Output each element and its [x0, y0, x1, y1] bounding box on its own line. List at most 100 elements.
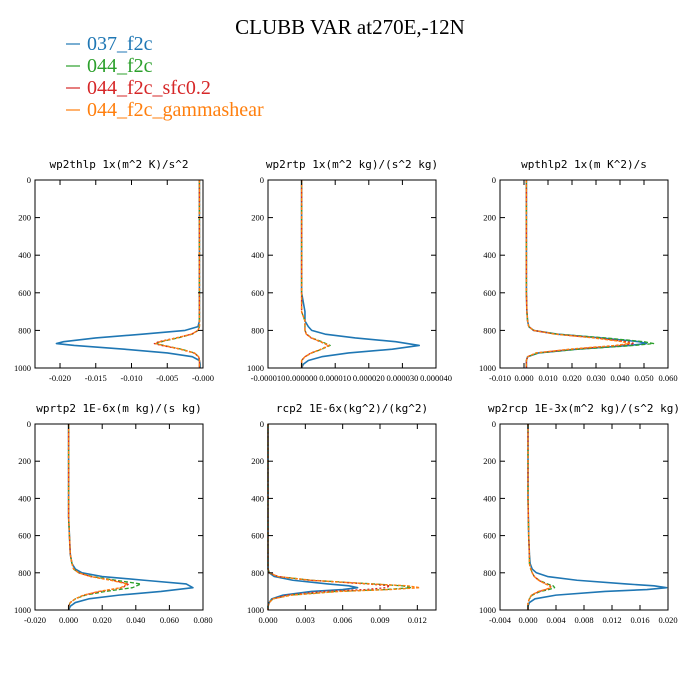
- series-line-044-f2c-gammashear: [527, 424, 552, 610]
- x-tick-label: 0.000040: [420, 373, 452, 383]
- x-tick-label: -0.020: [49, 373, 71, 383]
- x-tick-label: 0.000000: [286, 373, 318, 383]
- y-tick-label: 0: [492, 175, 496, 185]
- x-tick-label: 0.030: [586, 373, 605, 383]
- y-tick-label: 0: [260, 175, 264, 185]
- series-line-044-f2c-gammashear: [525, 180, 631, 368]
- panel-title: rcp2 1E-6x(kg^2)/(kg^2): [276, 402, 428, 415]
- legend-entry: 044_f2c: [66, 55, 153, 77]
- x-tick-label: 0.012: [602, 615, 621, 625]
- plot-frame: [267, 179, 437, 369]
- x-tick-label: 0.000: [518, 615, 537, 625]
- plot-frame: [34, 179, 204, 369]
- x-tick-label: 0.080: [193, 615, 212, 625]
- legend-label: 044_f2c_sfc0.2: [87, 77, 211, 99]
- legend-label: 044_f2c: [87, 55, 153, 77]
- y-tick-label: 0: [27, 175, 31, 185]
- series-line-044-f2c: [300, 180, 331, 368]
- x-tick-label: -0.004: [489, 615, 512, 625]
- y-tick-label: 400: [483, 493, 496, 503]
- series-line-044-f2c-gammashear: [67, 424, 129, 610]
- y-tick-label: 600: [18, 288, 31, 298]
- y-tick-label: 800: [483, 325, 496, 335]
- x-tick-label: 0.010: [538, 373, 557, 383]
- x-tick-label: 0.000: [514, 373, 533, 383]
- y-tick-label: 400: [251, 493, 264, 503]
- series-line-044-f2c-sfc0-2: [267, 424, 391, 610]
- y-tick-label: 0: [492, 419, 496, 429]
- y-tick-label: 1000: [14, 363, 31, 373]
- y-tick-label: 400: [18, 493, 31, 503]
- y-tick-label: 1000: [14, 605, 31, 615]
- series-group: [300, 180, 421, 369]
- legend-entry: 044_f2c_gammashear: [66, 99, 264, 121]
- y-tick-label: 200: [251, 456, 264, 466]
- y-tick-label: 600: [251, 531, 264, 541]
- x-tick-label: 0.012: [408, 615, 427, 625]
- x-tick-label: 0.020: [93, 615, 112, 625]
- plot-frame: [499, 179, 669, 369]
- panel-title: wpthlp2 1x(m K^2)/s: [521, 158, 647, 171]
- y-tick-label: 1000: [479, 363, 496, 373]
- panel-4: wprtp2 1E-6x(m kg)/(s kg) 0 200 400 600 800 10…: [14, 402, 213, 625]
- panel-6: wp2rcp 1E-3x(m^2 kg)/(s^2 kg) 0 200 400 600 8…: [479, 402, 680, 625]
- y-tick-label: 600: [251, 288, 264, 298]
- x-tick-label: -0.000: [192, 373, 214, 383]
- x-tick-label: 0.040: [610, 373, 629, 383]
- x-tick-label: -0.020: [24, 615, 46, 625]
- panel-3: wpthlp2 1x(m K^2)/s 0 200 400 600 800 1000-0.0…: [479, 158, 678, 383]
- series-group: [67, 424, 194, 611]
- x-tick-label: 0.009: [370, 615, 389, 625]
- y-tick-label: 800: [251, 325, 264, 335]
- legend-entry: 037_f2c: [66, 33, 153, 55]
- x-tick-label: 0.060: [658, 373, 677, 383]
- x-tick-label: 0.008: [574, 615, 593, 625]
- x-tick-label: 0.040: [126, 615, 145, 625]
- legend: 037_f2c044_f2c044_f2c_sfc0.2044_f2c_gamm…: [66, 33, 264, 121]
- series-line-044-f2c-gammashear: [267, 424, 421, 610]
- x-tick-label: 0.050: [634, 373, 653, 383]
- series-line-037-f2c: [527, 424, 668, 610]
- y-tick-label: 600: [483, 531, 496, 541]
- panel-title: wprtp2 1E-6x(m kg)/(s kg): [36, 402, 202, 415]
- series-group: [525, 180, 655, 368]
- series-line-037-f2c: [55, 180, 201, 368]
- series-group: [527, 424, 668, 610]
- figure-title: CLUBB VAR at270E,-12N: [235, 15, 465, 39]
- series-group: [267, 424, 421, 610]
- x-tick-label: 0.000010: [319, 373, 351, 383]
- x-tick-label: -0.010: [489, 373, 511, 383]
- legend-label: 037_f2c: [87, 33, 153, 55]
- y-tick-label: 800: [251, 568, 264, 578]
- y-tick-label: 1000: [247, 605, 264, 615]
- y-tick-label: 600: [18, 531, 31, 541]
- x-tick-label: -0.005: [156, 373, 178, 383]
- panel-title: wp2thlp 1x(m^2 K)/s^2: [49, 158, 188, 171]
- x-tick-label: 0.020: [562, 373, 581, 383]
- series-line-044-f2c: [155, 180, 201, 368]
- series-line-044-f2c: [525, 180, 655, 368]
- series-line-044-f2c-gammashear: [155, 180, 201, 368]
- y-tick-label: 200: [483, 456, 496, 466]
- panel-2: wp2rtp 1x(m^2 kg)/(s^2 kg)0 200 400 600 800 1…: [247, 158, 452, 383]
- x-tick-label: -0.010: [121, 373, 143, 383]
- x-tick-label: 0.000020: [353, 373, 385, 383]
- plot-frame: [34, 423, 204, 611]
- x-tick-label: 0.006: [333, 615, 352, 625]
- x-tick-label: 0.000: [258, 615, 277, 625]
- y-tick-label: 600: [483, 288, 496, 298]
- y-tick-label: 800: [483, 568, 496, 578]
- y-tick-label: 0: [260, 419, 264, 429]
- y-tick-label: 800: [18, 568, 31, 578]
- x-tick-label: 0.000: [59, 615, 78, 625]
- plot-frame: [267, 423, 437, 611]
- x-tick-label: 0.004: [546, 615, 566, 625]
- y-tick-label: 1000: [479, 605, 496, 615]
- y-tick-label: 200: [18, 456, 31, 466]
- legend-label: 044_f2c_gammashear: [87, 99, 264, 121]
- series-group: [55, 180, 201, 368]
- plot-frame: [499, 423, 669, 611]
- series-line-044-f2c-sfc0-2: [153, 180, 201, 368]
- series-line-044-f2c-sfc0-2: [300, 180, 330, 368]
- y-tick-label: 800: [18, 325, 31, 335]
